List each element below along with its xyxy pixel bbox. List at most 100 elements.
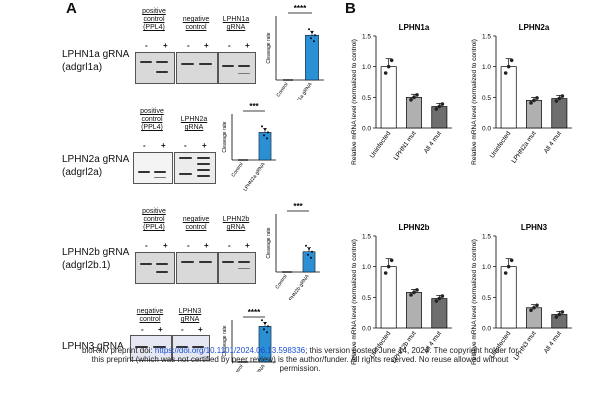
grna-label: LPHN2b gRNA (adgrl2b.1)	[62, 246, 129, 272]
minus-label: -	[228, 241, 231, 250]
y-tick-label: 0.5	[362, 95, 371, 102]
mrna-chart-lphn3: LPHN3 Relative mRNA level (normalized to …	[471, 223, 572, 365]
x-tick-label: LPHN1 mut	[393, 130, 418, 162]
data-bar	[526, 307, 542, 329]
gel-image	[218, 52, 256, 84]
data-point	[308, 28, 310, 31]
gene-name: (adgrl2b.1)	[62, 260, 111, 271]
header-line: negative	[182, 216, 210, 223]
y-tick-label: 1.5	[362, 34, 371, 41]
x-tick-label: Uninfected	[489, 130, 513, 160]
data-point	[307, 253, 309, 256]
header-line: (PPL4)	[143, 24, 165, 31]
y-axis-label: Cleavage rate	[222, 325, 228, 356]
data-point	[434, 107, 439, 111]
cleavage-chart: Cleavage rateControlLPHN3 gRNA****	[222, 308, 276, 372]
data-point	[415, 288, 419, 292]
preprint-line-2: this preprint (which was not certified b…	[91, 355, 509, 364]
header-line: LPHN1a	[222, 16, 250, 23]
data-point	[389, 58, 394, 63]
header-line: (PPL4)	[141, 124, 163, 131]
y-axis-label: Relative mRNA level (normalized to contr…	[351, 39, 358, 165]
grna-name: LPHN2b gRNA	[62, 247, 130, 258]
significance-stars: ****	[248, 308, 261, 317]
plus-label: +	[198, 325, 203, 334]
data-bar	[431, 298, 448, 329]
doi-prefix: bioRxiv preprint doi:	[82, 346, 155, 355]
panel-b-label: B	[345, 0, 356, 17]
data-point	[389, 258, 394, 263]
header-line: negative	[182, 16, 210, 23]
data-point	[284, 271, 286, 273]
row-lphn2a: LPHN2a gRNA (adgrl2a) positive control (…	[0, 100, 340, 200]
plus-label: +	[163, 41, 168, 50]
data-point	[267, 325, 269, 328]
data-point	[557, 96, 562, 101]
gel-header: LPHN2a gRNA	[174, 116, 214, 132]
doi-suffix: ; this version posted June 14, 2024. The…	[305, 346, 518, 355]
doi-link[interactable]: https://doi.org/10.1101/2024.06.13.59833…	[154, 346, 306, 355]
preprint-notice: bioRxiv preprint doi: https://doi.org/10…	[0, 346, 600, 373]
gel-image	[218, 252, 256, 284]
data-bar	[526, 100, 542, 129]
x-tick-label: Control	[274, 274, 288, 291]
header-line: LPHN2a	[180, 116, 208, 123]
y-tick-label: 0.5	[482, 295, 491, 302]
data-point	[288, 271, 290, 273]
x-tick-label: LPHN2a mut	[511, 130, 538, 165]
chart-title: LPHN3	[521, 223, 548, 232]
gel-image	[174, 152, 216, 184]
y-axis-label: Relative mRNA level (normalized to contr…	[471, 39, 478, 165]
y-tick-label: 0.0	[362, 126, 371, 133]
data-point	[440, 102, 445, 106]
data-point	[535, 303, 539, 308]
minus-label: -	[187, 241, 190, 250]
data-bar	[406, 292, 422, 329]
gel-header: negative control	[176, 216, 216, 232]
y-tick-label: 0.0	[482, 326, 491, 333]
data-point	[310, 37, 312, 40]
minus-label: -	[187, 41, 190, 50]
plus-label: +	[163, 241, 168, 250]
data-point	[291, 79, 293, 81]
data-point	[560, 310, 565, 314]
data-point	[263, 328, 265, 331]
gel-header: positive control (PPL4)	[133, 108, 171, 132]
data-point	[386, 64, 391, 69]
data-point	[434, 299, 439, 303]
row-lphn1a: LPHN1a gRNA (adgrl1a) positive control (…	[0, 0, 340, 100]
panel-a-label: A	[66, 0, 77, 17]
y-tick-label: 1.0	[482, 264, 491, 271]
header-line: control	[185, 24, 207, 31]
data-point	[437, 296, 442, 301]
minus-label: -	[145, 41, 148, 50]
data-point	[311, 250, 313, 253]
data-point	[554, 315, 559, 319]
gel-header: LPHN3 gRNA	[172, 308, 208, 324]
data-point	[503, 271, 508, 275]
data-point	[242, 159, 244, 161]
data-point	[267, 131, 269, 134]
header-line: control	[143, 16, 165, 23]
data-point	[557, 312, 562, 317]
header-line: control	[139, 316, 161, 323]
gene-name: (adgrl2a)	[62, 167, 103, 178]
data-point	[238, 159, 240, 161]
gel-header: positive control (PPL4)	[135, 208, 173, 232]
data-bar	[302, 251, 316, 273]
header-line: gRNA	[180, 316, 200, 323]
gel-image	[172, 335, 210, 361]
mrna-chart-lphn1a: LPHN1a Relative mRNA level (normalized to…	[351, 23, 452, 165]
data-point	[263, 134, 265, 137]
significance-stars: ***	[249, 102, 259, 111]
plus-label: +	[204, 41, 209, 50]
y-tick-label: 1.0	[362, 264, 371, 271]
y-tick-label: 1.0	[482, 64, 491, 71]
y-axis-label: Cleavage rate	[266, 227, 272, 258]
gel-header: LPHN1a gRNA	[218, 16, 254, 32]
data-point	[261, 319, 263, 322]
data-point	[240, 361, 242, 363]
data-point	[282, 271, 284, 273]
data-point	[244, 361, 246, 363]
